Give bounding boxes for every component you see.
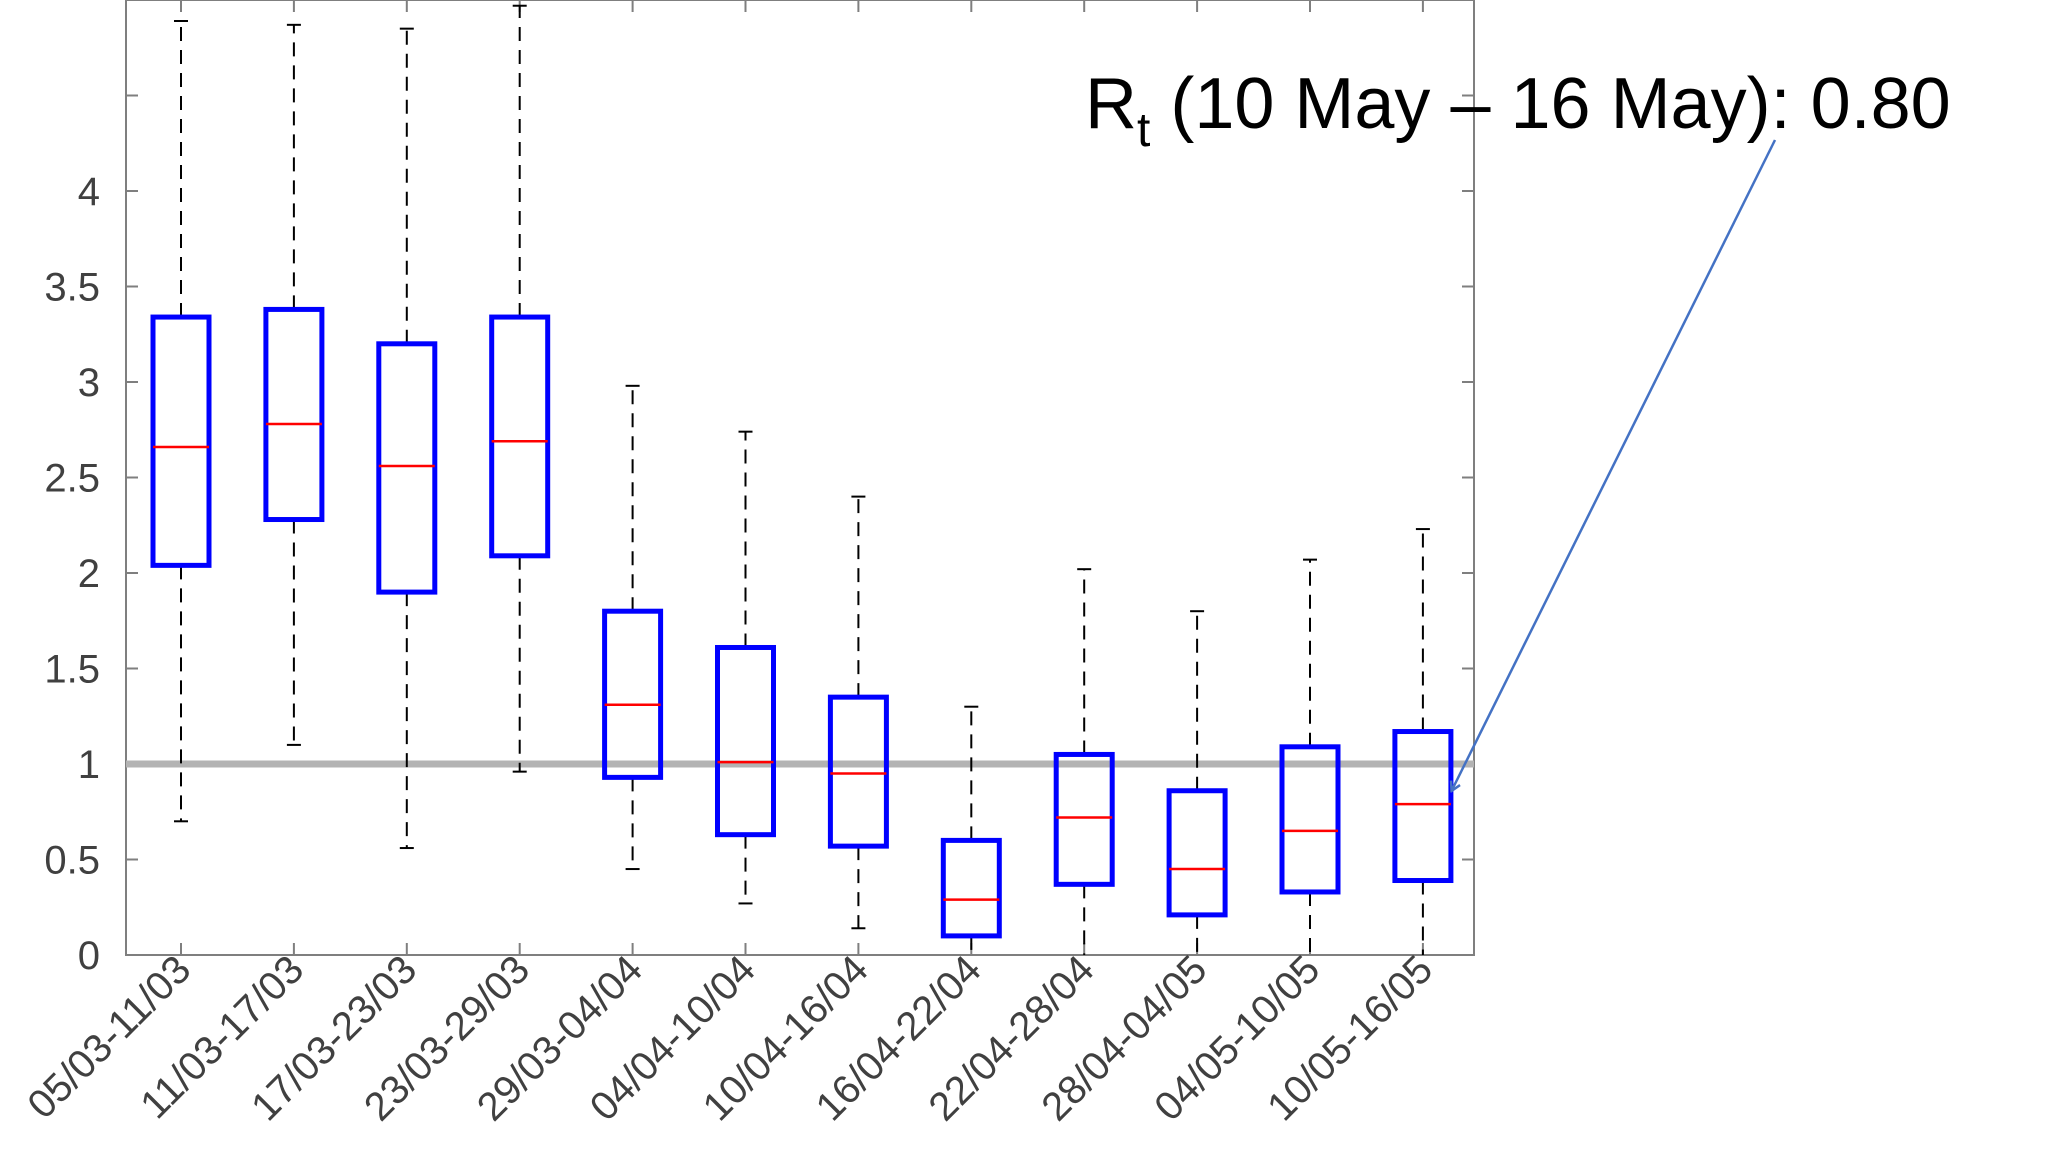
rt-annotation-prefix: R [1085,64,1137,144]
y-tick-label: 0.5 [44,839,100,883]
y-tick-label: 4 [78,170,100,214]
box [1053,751,1115,887]
box [1279,744,1341,895]
plot-area: 00.511.522.533.5405/03-11/0311/03-17/031… [19,0,1475,1129]
y-tick-label: 1 [78,743,100,787]
box [940,837,1002,939]
box [715,644,776,838]
y-tick-label: 0 [78,934,100,978]
y-tick-label: 3.5 [44,266,100,310]
y-tick-label: 1.5 [44,648,100,692]
box [602,608,664,780]
rt-annotation-subscript: t [1137,104,1150,157]
y-tick-label: 2 [78,552,100,596]
box [150,314,212,568]
annotation-arrow [1452,139,1777,790]
rt-annotation: Rt (10 May – 16 May): 0.80 [1085,64,1951,157]
box [1392,729,1454,884]
box [827,694,889,849]
box [263,306,325,523]
rt-annotation-text: (10 May – 16 May): 0.80 [1150,64,1950,144]
box [1166,788,1228,918]
box [489,314,551,559]
y-tick-label: 2.5 [44,457,100,501]
box [376,341,438,595]
y-tick-label: 3 [78,361,100,405]
